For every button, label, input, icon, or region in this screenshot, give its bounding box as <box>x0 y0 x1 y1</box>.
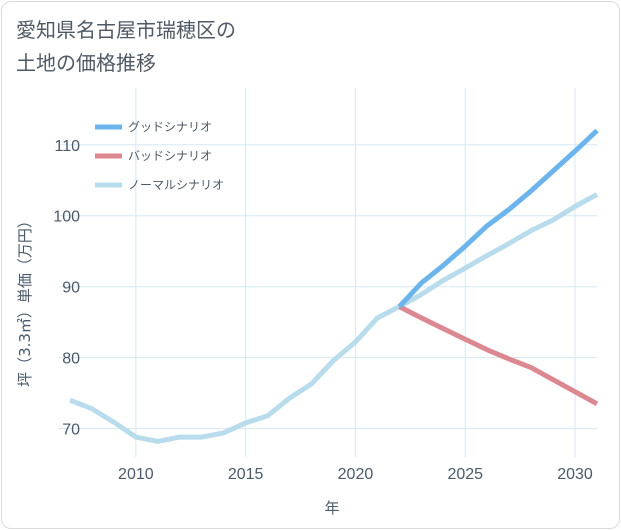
x-tick-2020: 2020 <box>338 466 374 483</box>
x-axis-ticks: 2010 2015 2020 2025 2030 <box>118 466 593 483</box>
x-tick-2015: 2015 <box>228 466 264 483</box>
series-lines <box>69 128 599 444</box>
legend-label-0: グッドシナリオ <box>128 120 212 134</box>
y-tick-110: 110 <box>54 138 80 155</box>
series-line-2 <box>69 192 599 444</box>
x-axis-label: 年 <box>324 499 339 517</box>
series-line-0 <box>397 128 599 309</box>
y-tick-90: 90 <box>62 280 80 297</box>
x-tick-2010: 2010 <box>118 466 154 483</box>
y-axis-ticks: 70 80 90 100 110 <box>53 138 80 439</box>
x-tick-2025: 2025 <box>447 466 483 483</box>
vertical-gridlines <box>135 88 576 457</box>
y-tick-100: 100 <box>53 209 80 226</box>
y-tick-70: 70 <box>62 422 80 439</box>
chart-title: 愛知県名古屋市瑞穂区の 土地の価格推移 <box>16 18 236 75</box>
horizontal-gridlines <box>59 144 597 430</box>
y-tick-80: 80 <box>62 351 80 368</box>
legend-label-2: ノーマルシナリオ <box>128 178 224 192</box>
x-tick-2030: 2030 <box>557 466 593 483</box>
series-line-1 <box>398 304 599 406</box>
y-axis-label: 坪（3.3㎡）単価（万円） <box>16 213 34 387</box>
legend-label-1: バッドシナリオ <box>128 149 212 163</box>
